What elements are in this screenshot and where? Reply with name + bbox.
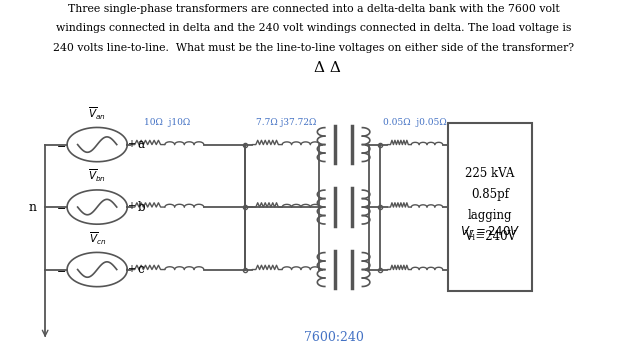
- Text: windings connected in delta and the 240 volt windings connected in delta. The lo: windings connected in delta and the 240 …: [56, 23, 571, 33]
- Text: a: a: [137, 138, 145, 151]
- Bar: [448, 123, 532, 291]
- Text: Δ Δ: Δ Δ: [315, 61, 341, 75]
- Text: 7.7Ω j37.72Ω: 7.7Ω j37.72Ω: [256, 119, 316, 127]
- Text: 0.05Ω  j0.05Ω: 0.05Ω j0.05Ω: [383, 119, 447, 127]
- Text: 7600:240: 7600:240: [304, 331, 364, 344]
- Text: $V_L=240V$: $V_L=240V$: [460, 225, 520, 240]
- Text: $\overline{V}_{cn}$: $\overline{V}_{cn}$: [88, 230, 106, 247]
- Text: 10Ω  j10Ω: 10Ω j10Ω: [144, 119, 190, 127]
- Text: $+$: $+$: [127, 201, 135, 211]
- Text: c: c: [138, 263, 144, 276]
- Text: b: b: [137, 201, 145, 213]
- Text: 240 volts line-to-line.  What must be the line-to-line voltages on either side o: 240 volts line-to-line. What must be the…: [53, 43, 574, 53]
- Text: $\overline{V}_{an}$: $\overline{V}_{an}$: [88, 105, 106, 122]
- Text: n: n: [29, 201, 36, 213]
- Text: 225 kVA
0.85pf
lagging
Vₗ=240V: 225 kVA 0.85pf lagging Vₗ=240V: [464, 167, 516, 243]
- Text: $+$: $+$: [127, 263, 135, 274]
- Text: $+$: $+$: [127, 138, 135, 149]
- Text: $-$: $-$: [56, 140, 66, 150]
- Text: $-$: $-$: [56, 202, 66, 212]
- Text: $\overline{V}_{bn}$: $\overline{V}_{bn}$: [88, 168, 106, 184]
- Text: $-$: $-$: [56, 265, 66, 275]
- Text: Three single-phase transformers are connected into a delta-delta bank with the 7: Three single-phase transformers are conn…: [68, 4, 559, 14]
